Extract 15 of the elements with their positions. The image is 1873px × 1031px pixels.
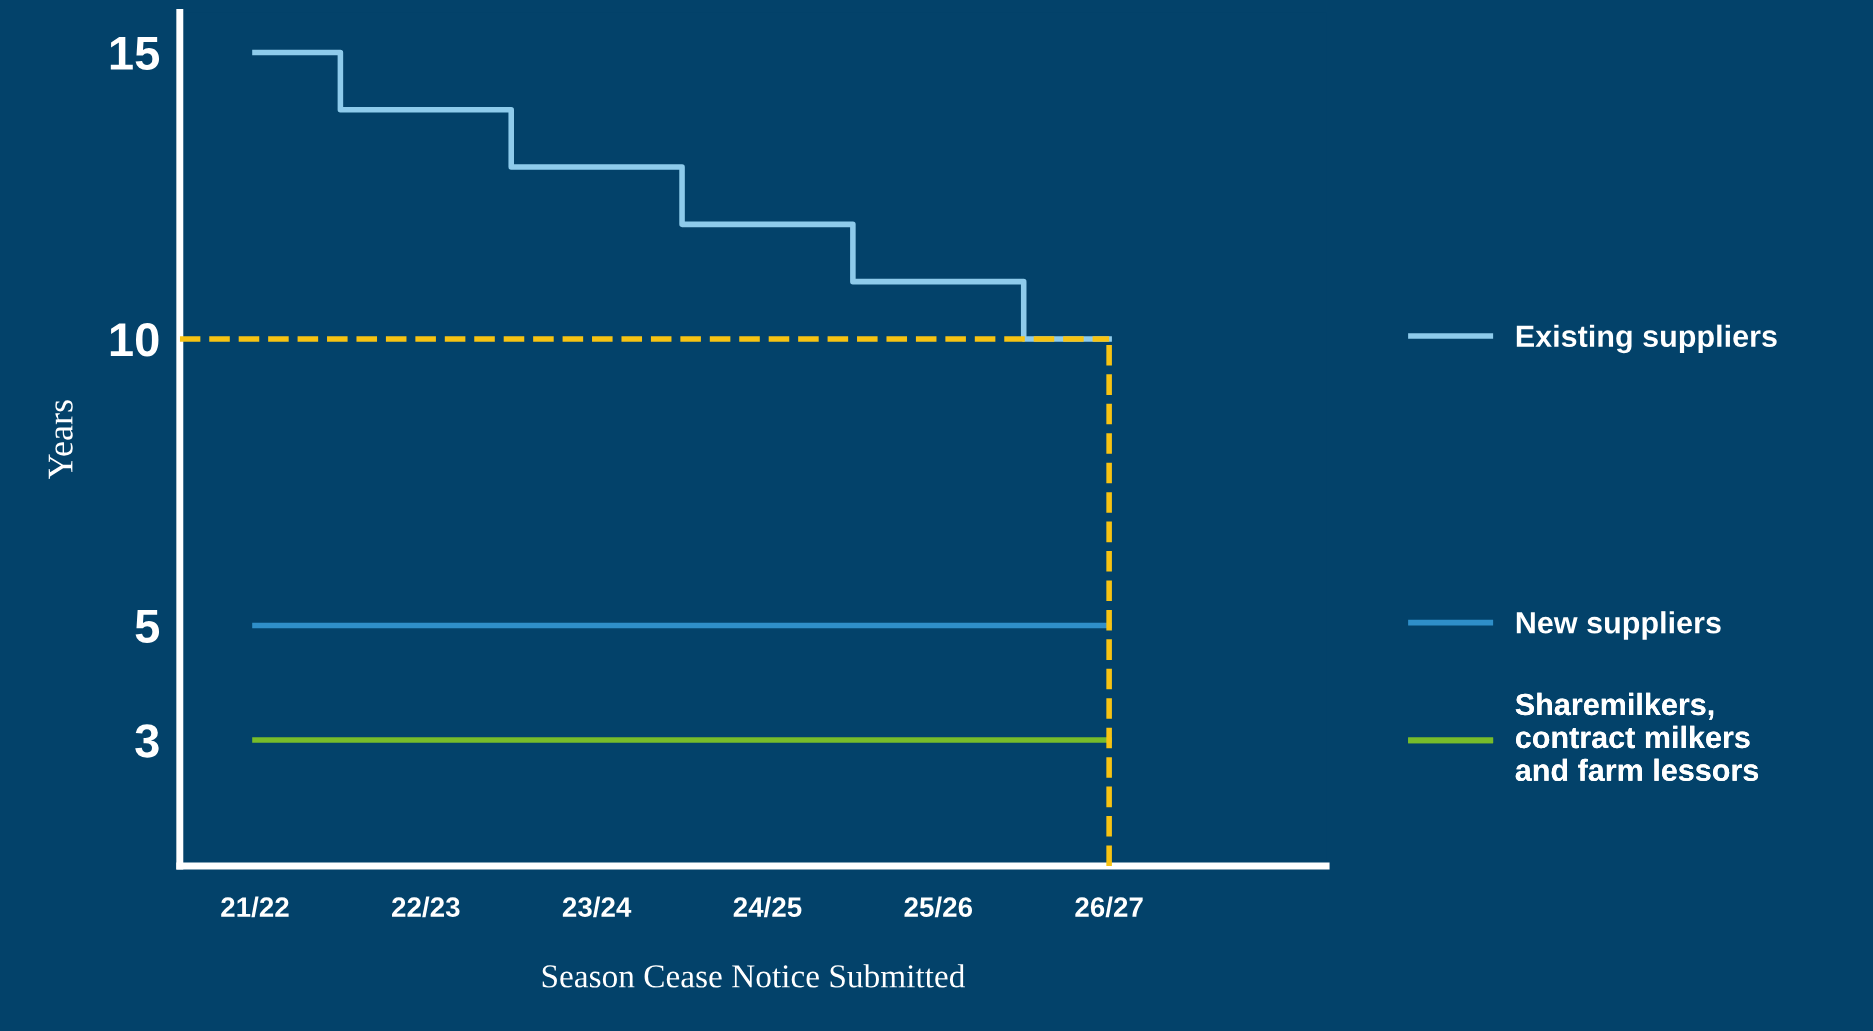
x-tick-label: 26/27 <box>1075 896 1143 918</box>
x-tick-label: 24/25 <box>733 896 802 918</box>
legend-label: Sharemilkers, contract milkers and farm lessors <box>1515 692 1759 782</box>
y-tick-label: 3 <box>135 724 159 758</box>
y-axis-title: Years <box>48 400 73 480</box>
legend-label: Existing suppliers <box>1516 324 1777 354</box>
x-axis-title: Season Cease Notice Submitted <box>542 964 965 988</box>
x-tick-label: 21/22 <box>221 896 289 918</box>
x-tick-label: 22/23 <box>392 896 460 918</box>
legend-label: New suppliers <box>1516 611 1721 640</box>
y-tick-label: 5 <box>135 610 160 643</box>
y-tick-label: 10 <box>110 323 159 357</box>
y-tick-label: 15 <box>110 37 160 71</box>
x-tick-label: 23/24 <box>562 896 632 918</box>
x-tick-label: 25/26 <box>904 896 973 918</box>
